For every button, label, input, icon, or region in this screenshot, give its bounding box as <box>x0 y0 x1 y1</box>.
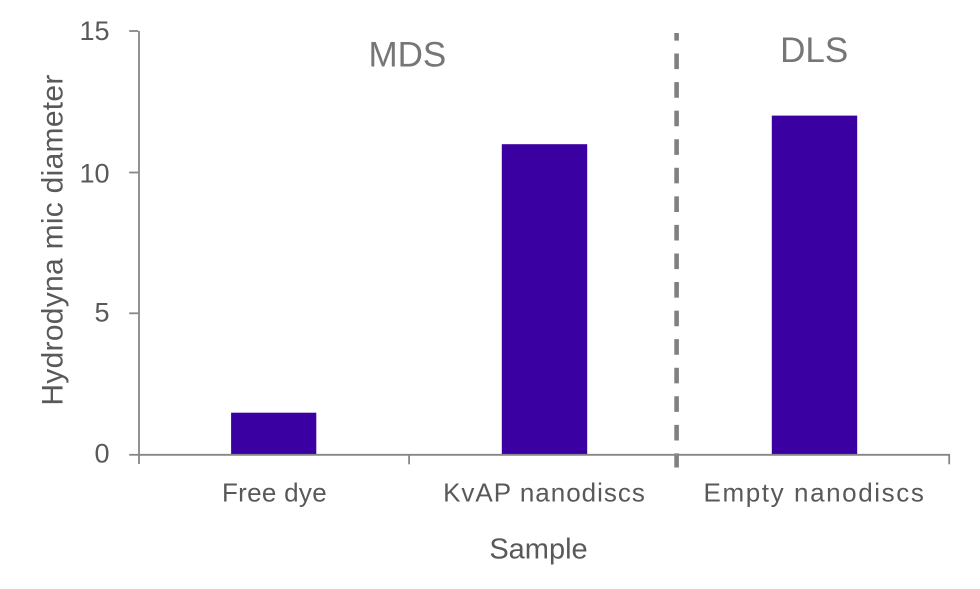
svg-text:MDS: MDS <box>369 35 447 74</box>
svg-text:Hydrodyna mic diameter: Hydrodyna mic diameter <box>37 74 70 405</box>
svg-text:15: 15 <box>79 16 109 46</box>
svg-text:5: 5 <box>94 298 109 328</box>
svg-text:Sample: Sample <box>489 533 587 565</box>
svg-text:KvAP nanodiscs: KvAP nanodiscs <box>443 478 646 508</box>
svg-text:0: 0 <box>94 438 109 468</box>
svg-text:DLS: DLS <box>780 31 848 70</box>
svg-text:Empty nanodiscs: Empty nanodiscs <box>704 478 926 508</box>
svg-text:10: 10 <box>79 158 109 188</box>
svg-text:Free dye: Free dye <box>222 478 327 508</box>
